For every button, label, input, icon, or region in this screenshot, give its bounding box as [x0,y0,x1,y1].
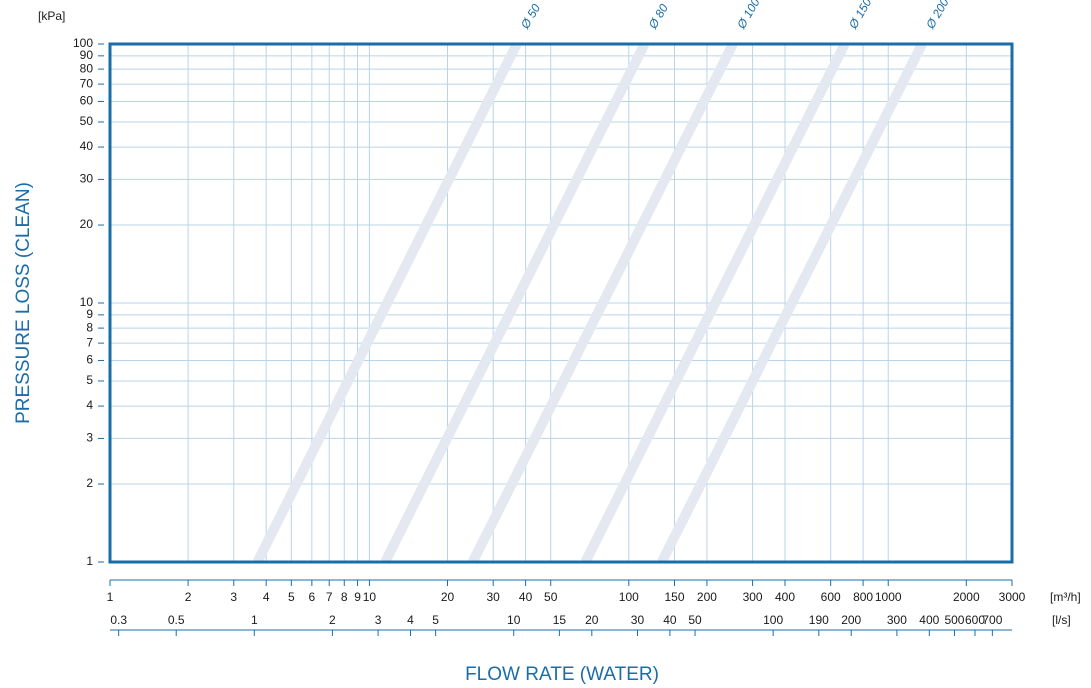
y-tick-label: 4 [86,398,93,412]
x-tick-label: 300 [743,590,763,604]
x2-tick-label: 4 [407,613,414,627]
x-tick-label: 50 [544,590,558,604]
x2-tick-label: 1 [251,613,258,627]
x-tick-label: 30 [487,590,501,604]
x-tick-label: 600 [821,590,841,604]
flow-curve [468,41,738,565]
x2-tick-label: 300 [887,613,907,627]
y-tick-label: 8 [86,320,93,334]
x2-tick-label: 700 [982,613,1002,627]
x2-tick-label: 500 [944,613,964,627]
x-tick-label: 2 [185,590,192,604]
y-tick-label: 1 [86,554,93,568]
flow-curve [252,41,522,565]
x2-tick-label: 600 [965,613,985,627]
x-tick-label: 100 [619,590,639,604]
x2-tick-label: 10 [507,613,521,627]
y-tick-label: 30 [80,172,94,186]
x2-tick-label: 3 [375,613,382,627]
curve-label: Ø 100 [734,0,763,32]
x2-tick-label: 0.5 [168,613,185,627]
x-tick-label: 4 [263,590,270,604]
y-tick-label: 2 [86,476,93,490]
x-tick-label: 3000 [999,590,1026,604]
x-tick-label: 5 [288,590,295,604]
y-tick-label: 7 [86,335,93,349]
y-tick-label: 50 [80,114,94,128]
x-tick-label: 7 [326,590,333,604]
x2-tick-label: 2 [329,613,336,627]
y-tick-label: 100 [73,36,93,50]
x2-tick-label: 30 [631,613,645,627]
x2-unit: [l/s] [1052,613,1071,627]
y-tick-label: 5 [86,373,93,387]
x-tick-label: 200 [697,590,717,604]
curve-label: Ø 150 [846,0,875,32]
x2-tick-label: 200 [841,613,861,627]
y-tick-label: 10 [80,295,94,309]
x-tick-label: 6 [309,590,316,604]
x-tick-label: 10 [363,590,377,604]
x-tick-label: 150 [664,590,684,604]
x-tick-label: 9 [354,590,361,604]
x2-tick-label: 0.3 [110,613,127,627]
x-tick-label: 2000 [953,590,980,604]
x2-tick-label: 100 [763,613,783,627]
x-tick-label: 1000 [875,590,902,604]
x2-tick-label: 400 [919,613,939,627]
y-tick-label: 40 [80,139,94,153]
y-axis-title: PRESSURE LOSS (CLEAN) [13,182,34,424]
y-tick-label: 20 [80,217,94,231]
y-tick-label: 3 [86,431,93,445]
y-tick-label: 70 [80,76,94,90]
plot-frame [108,42,1014,564]
x-tick-label: 1 [107,590,114,604]
y-tick-label: 6 [86,353,93,367]
x-tick-label: 400 [775,590,795,604]
y-unit: [kPa] [38,9,65,23]
x2-tick-label: 40 [663,613,677,627]
x-tick-label: 3 [230,590,237,604]
curve-label: Ø 50 [518,1,544,32]
flow-curve [657,41,927,565]
x2-tick-label: 15 [553,613,567,627]
y-tick-label: 90 [80,48,94,62]
y-tick-label: 9 [86,307,93,321]
curve-label: Ø 80 [645,1,671,32]
x-tick-label: 800 [853,590,873,604]
y-tick-label: 80 [80,61,94,75]
x2-tick-label: 20 [585,613,599,627]
x2-tick-label: 190 [809,613,829,627]
x2-tick-label: 5 [432,613,439,627]
x2-tick-label: 50 [688,613,702,627]
x-tick-label: 40 [519,590,533,604]
x-unit: [m³/h] [1050,590,1081,604]
curve-label: Ø 200 [923,0,952,32]
flow-curve [380,41,650,565]
x-tick-label: 20 [441,590,455,604]
y-tick-label: 60 [80,94,94,108]
flow-curve [580,41,850,565]
x-tick-label: 8 [341,590,348,604]
x-axis-title: FLOW RATE (WATER) [465,664,659,685]
